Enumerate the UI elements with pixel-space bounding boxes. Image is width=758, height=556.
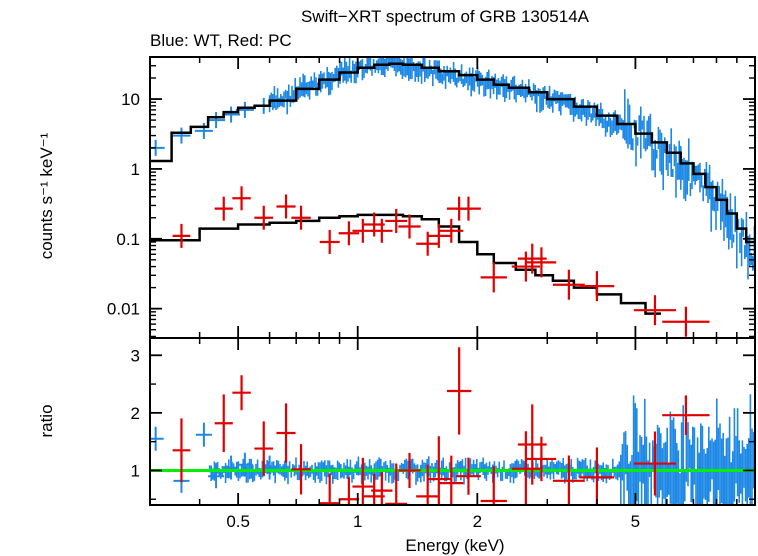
x-tick-label: 1	[353, 512, 362, 531]
model-pc-line	[150, 213, 661, 315]
ratio-tick-label: 2	[131, 404, 140, 423]
x-tick-label: 0.5	[226, 512, 250, 531]
x-tick-label: 2	[473, 512, 482, 531]
y-tick-label: 0.1	[116, 230, 140, 249]
chart-subtitle: Blue: WT, Red: PC	[150, 31, 292, 50]
bottom-y-axis-label: ratio	[37, 404, 56, 437]
y-tick-label: 1	[131, 160, 140, 179]
ratio-tick-label: 1	[131, 461, 140, 480]
y-tick-label: 0.01	[107, 300, 140, 319]
x-axis-label: Energy (keV)	[405, 536, 504, 555]
x-tick-label: 5	[631, 512, 640, 531]
plot-layer: 0.5 1 2 5 10 1 0.1 0.01 1 2 3	[107, 56, 756, 531]
model-wt-line	[150, 62, 755, 244]
bottom-panel-frame	[149, 337, 756, 506]
top-panel-marks	[150, 57, 755, 337]
y-tick-label: 10	[121, 90, 140, 109]
ratio-tick-label: 3	[131, 346, 140, 365]
chart-title: Swift−XRT spectrum of GRB 130514A	[301, 7, 590, 26]
top-y-axis-label: counts s⁻¹ keV⁻¹	[37, 132, 56, 259]
